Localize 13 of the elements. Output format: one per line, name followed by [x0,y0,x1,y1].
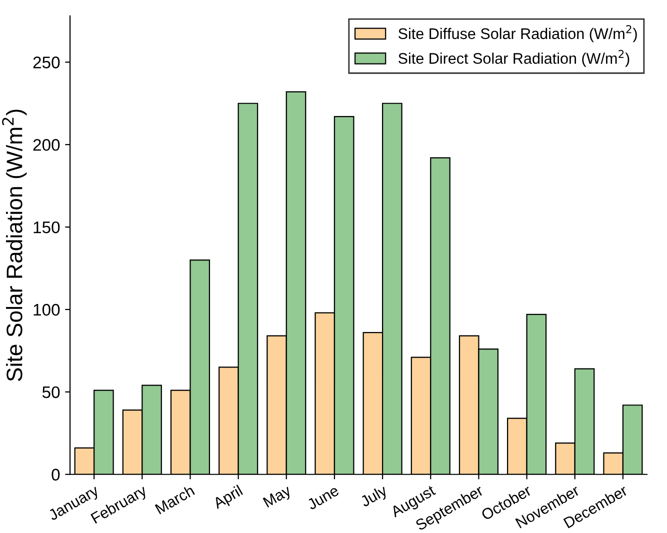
x-tick-label: May [262,484,294,510]
legend-label: Site Direct Solar Radiation (W/m$^{2}$) [398,50,630,67]
y-tick-label: 0 [52,468,60,481]
y-tick-label: 250 [33,56,60,68]
x-tick-label: June [306,484,340,510]
legend-label: Site Diffuse Solar Radiation (W/m$^{2}$) [398,25,637,42]
y-tick-label: 200 [33,139,60,151]
y-tick-label: 150 [34,221,60,234]
y-tick-label: 50 [42,386,60,398]
x-tick-label: April [212,484,245,512]
y-tick-label: 100 [34,304,60,316]
y-axis-title: Site Solar Radiation (W/m$^{2}$) [2,110,27,382]
x-tick-label: July [359,484,390,510]
